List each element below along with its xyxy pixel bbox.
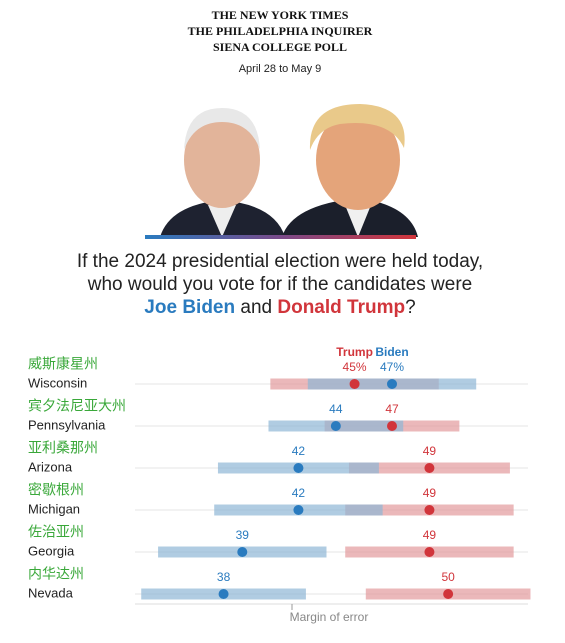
margin-note: Margin of error — [290, 610, 369, 624]
state-name-zh: 内华达州 — [28, 566, 84, 582]
subtitle: April 28 to May 9 — [239, 63, 322, 75]
dot — [293, 505, 304, 515]
value-label: 50 — [441, 570, 455, 584]
legend-label: Trump — [336, 345, 373, 359]
state-name-zh: 佐治亚州 — [28, 524, 84, 540]
dot — [237, 547, 248, 557]
state-name: Nevada — [28, 585, 74, 600]
value-label: 44 — [329, 402, 343, 416]
value-label: 42 — [292, 486, 306, 500]
question-line: Joe Biden and Donald Trump? — [144, 297, 415, 318]
dot — [330, 421, 341, 431]
value-label: 47 — [385, 402, 399, 416]
dot — [293, 463, 304, 473]
question-end: ? — [405, 297, 416, 318]
header-line: THE PHILADELPHIA INQUIRER — [188, 24, 373, 38]
value-label: 45% — [343, 360, 367, 374]
dot — [387, 421, 397, 431]
state-name: Pennsylvania — [28, 417, 106, 432]
dot — [424, 547, 435, 557]
state-name-zh: 宾夕法尼亚大州 — [28, 398, 126, 414]
portraits — [145, 104, 418, 239]
dot — [218, 589, 229, 599]
dot — [349, 379, 360, 389]
dot — [424, 463, 435, 473]
value-label: 47% — [380, 360, 404, 374]
dot — [443, 589, 454, 599]
state-name-zh: 亚利桑那州 — [28, 440, 98, 456]
value-label: 49 — [423, 528, 437, 542]
trump-name: Donald Trump — [277, 297, 405, 318]
state-name-zh: 威斯康星州 — [28, 356, 98, 372]
header-line: THE NEW YORK TIMES — [212, 8, 349, 22]
dot — [387, 379, 397, 389]
value-label: 42 — [292, 444, 306, 458]
value-label: 38 — [217, 570, 231, 584]
header-line: SIENA COLLEGE POLL — [213, 40, 347, 54]
state-name: Wisconsin — [28, 375, 87, 390]
question-line: who would you vote for if the candidates… — [87, 274, 472, 295]
state-name: Georgia — [28, 543, 75, 558]
biden-name: Joe Biden — [144, 297, 235, 318]
dot — [424, 505, 435, 515]
question-line: If the 2024 presidential election were h… — [77, 251, 483, 272]
state-name: Arizona — [28, 459, 73, 474]
value-label: 49 — [423, 444, 437, 458]
state-name-zh: 密歇根州 — [28, 482, 84, 498]
legend-label: Biden — [375, 345, 408, 359]
state-name: Michigan — [28, 501, 80, 516]
value-label: 49 — [423, 486, 437, 500]
value-label: 39 — [236, 528, 250, 542]
and: and — [240, 297, 272, 318]
